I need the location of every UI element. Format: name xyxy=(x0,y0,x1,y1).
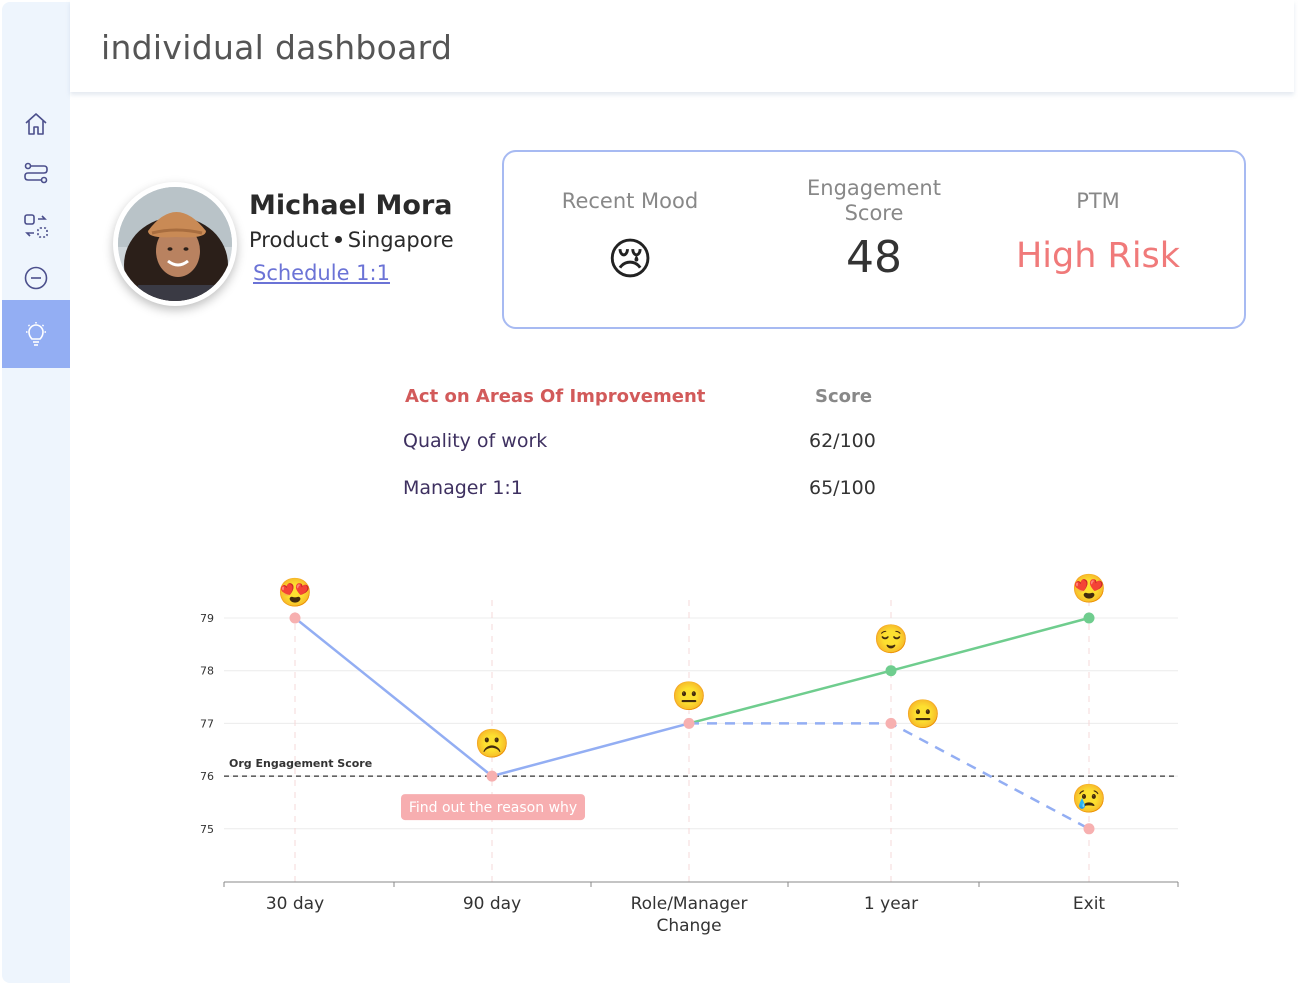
improvement-row-area: Manager 1:1 xyxy=(403,477,523,499)
engagement-score-label: Engagement Score xyxy=(764,176,984,226)
swap-icon xyxy=(24,214,48,238)
profile-department: Product xyxy=(249,228,329,252)
profile-meta: Product Singapore xyxy=(249,228,454,252)
sidebar-item-remove[interactable] xyxy=(2,252,70,304)
annotation-badge xyxy=(401,794,585,821)
mood-emoji: 😐 xyxy=(906,698,941,729)
y-tick-label: 78 xyxy=(200,665,214,678)
home-icon xyxy=(25,113,47,135)
data-point xyxy=(885,665,897,677)
y-tick-label: 79 xyxy=(200,612,214,625)
engagement-label-line2: Score xyxy=(844,201,904,225)
sidebar-item-flow[interactable] xyxy=(2,148,70,200)
annotation-text: Find out the reason why xyxy=(409,800,577,816)
data-point xyxy=(486,770,498,782)
improvement-header-score: Score xyxy=(815,386,873,407)
improvement-row-area: Quality of work xyxy=(403,430,548,452)
mood-emoji: 😍 xyxy=(278,577,313,608)
ptm-value: High Risk xyxy=(1015,236,1181,276)
flow-icon xyxy=(24,162,48,184)
improvement-header-area: Act on Areas Of Improvement xyxy=(405,386,706,407)
sidebar-item-home[interactable] xyxy=(2,98,70,150)
y-tick-label: 77 xyxy=(200,717,214,730)
engagement-label-line1: Engagement xyxy=(807,176,941,200)
improvement-row-score: 65/100 xyxy=(809,477,876,499)
ptm-label: PTM xyxy=(1076,189,1120,213)
sidebar xyxy=(2,2,70,983)
sidebar-item-swap[interactable] xyxy=(2,200,70,252)
x-tick-label: Exit xyxy=(1073,894,1106,914)
mood-emoji: 😍 xyxy=(1072,573,1107,604)
page-header: individual dashboard xyxy=(70,0,1294,92)
data-point xyxy=(289,612,301,624)
y-tick-label: 75 xyxy=(200,823,214,836)
x-tick-label: 1 year xyxy=(864,894,918,914)
recent-mood-emoji: 😢 xyxy=(607,234,653,285)
separator-dot xyxy=(334,235,342,243)
mood-emoji: 😐 xyxy=(672,680,707,711)
improvement-row-score: 62/100 xyxy=(809,430,876,452)
minus-circle-icon xyxy=(24,266,48,290)
data-point xyxy=(885,717,897,729)
x-tick-label: 90 day xyxy=(463,894,521,914)
data-point xyxy=(683,717,695,729)
org-engagement-label: Org Engagement Score xyxy=(229,757,372,770)
schedule-link[interactable]: Schedule 1:1 xyxy=(253,261,390,285)
data-point xyxy=(1083,612,1095,624)
mood-emoji: ☹️ xyxy=(475,728,510,759)
profile-name: Michael Mora xyxy=(249,190,453,221)
avatar xyxy=(113,182,237,306)
x-tick-label: 30 day xyxy=(266,894,324,914)
data-point xyxy=(1083,823,1095,835)
y-tick-label: 76 xyxy=(200,770,214,783)
stats-card: Recent Mood 😢 Engagement Score 48 PTM Hi… xyxy=(502,150,1246,329)
recent-mood-label: Recent Mood xyxy=(561,189,699,213)
x-tick-label: Role/Manager Change xyxy=(631,894,748,936)
page-title: individual dashboard xyxy=(101,28,453,67)
sidebar-item-insights[interactable] xyxy=(2,300,70,368)
engagement-score-value: 48 xyxy=(846,232,902,283)
mood-emoji: 😢 xyxy=(1072,783,1107,814)
profile-location: Singapore xyxy=(347,228,454,252)
mood-emoji: 😌 xyxy=(874,624,909,655)
lightbulb-icon xyxy=(26,322,46,346)
